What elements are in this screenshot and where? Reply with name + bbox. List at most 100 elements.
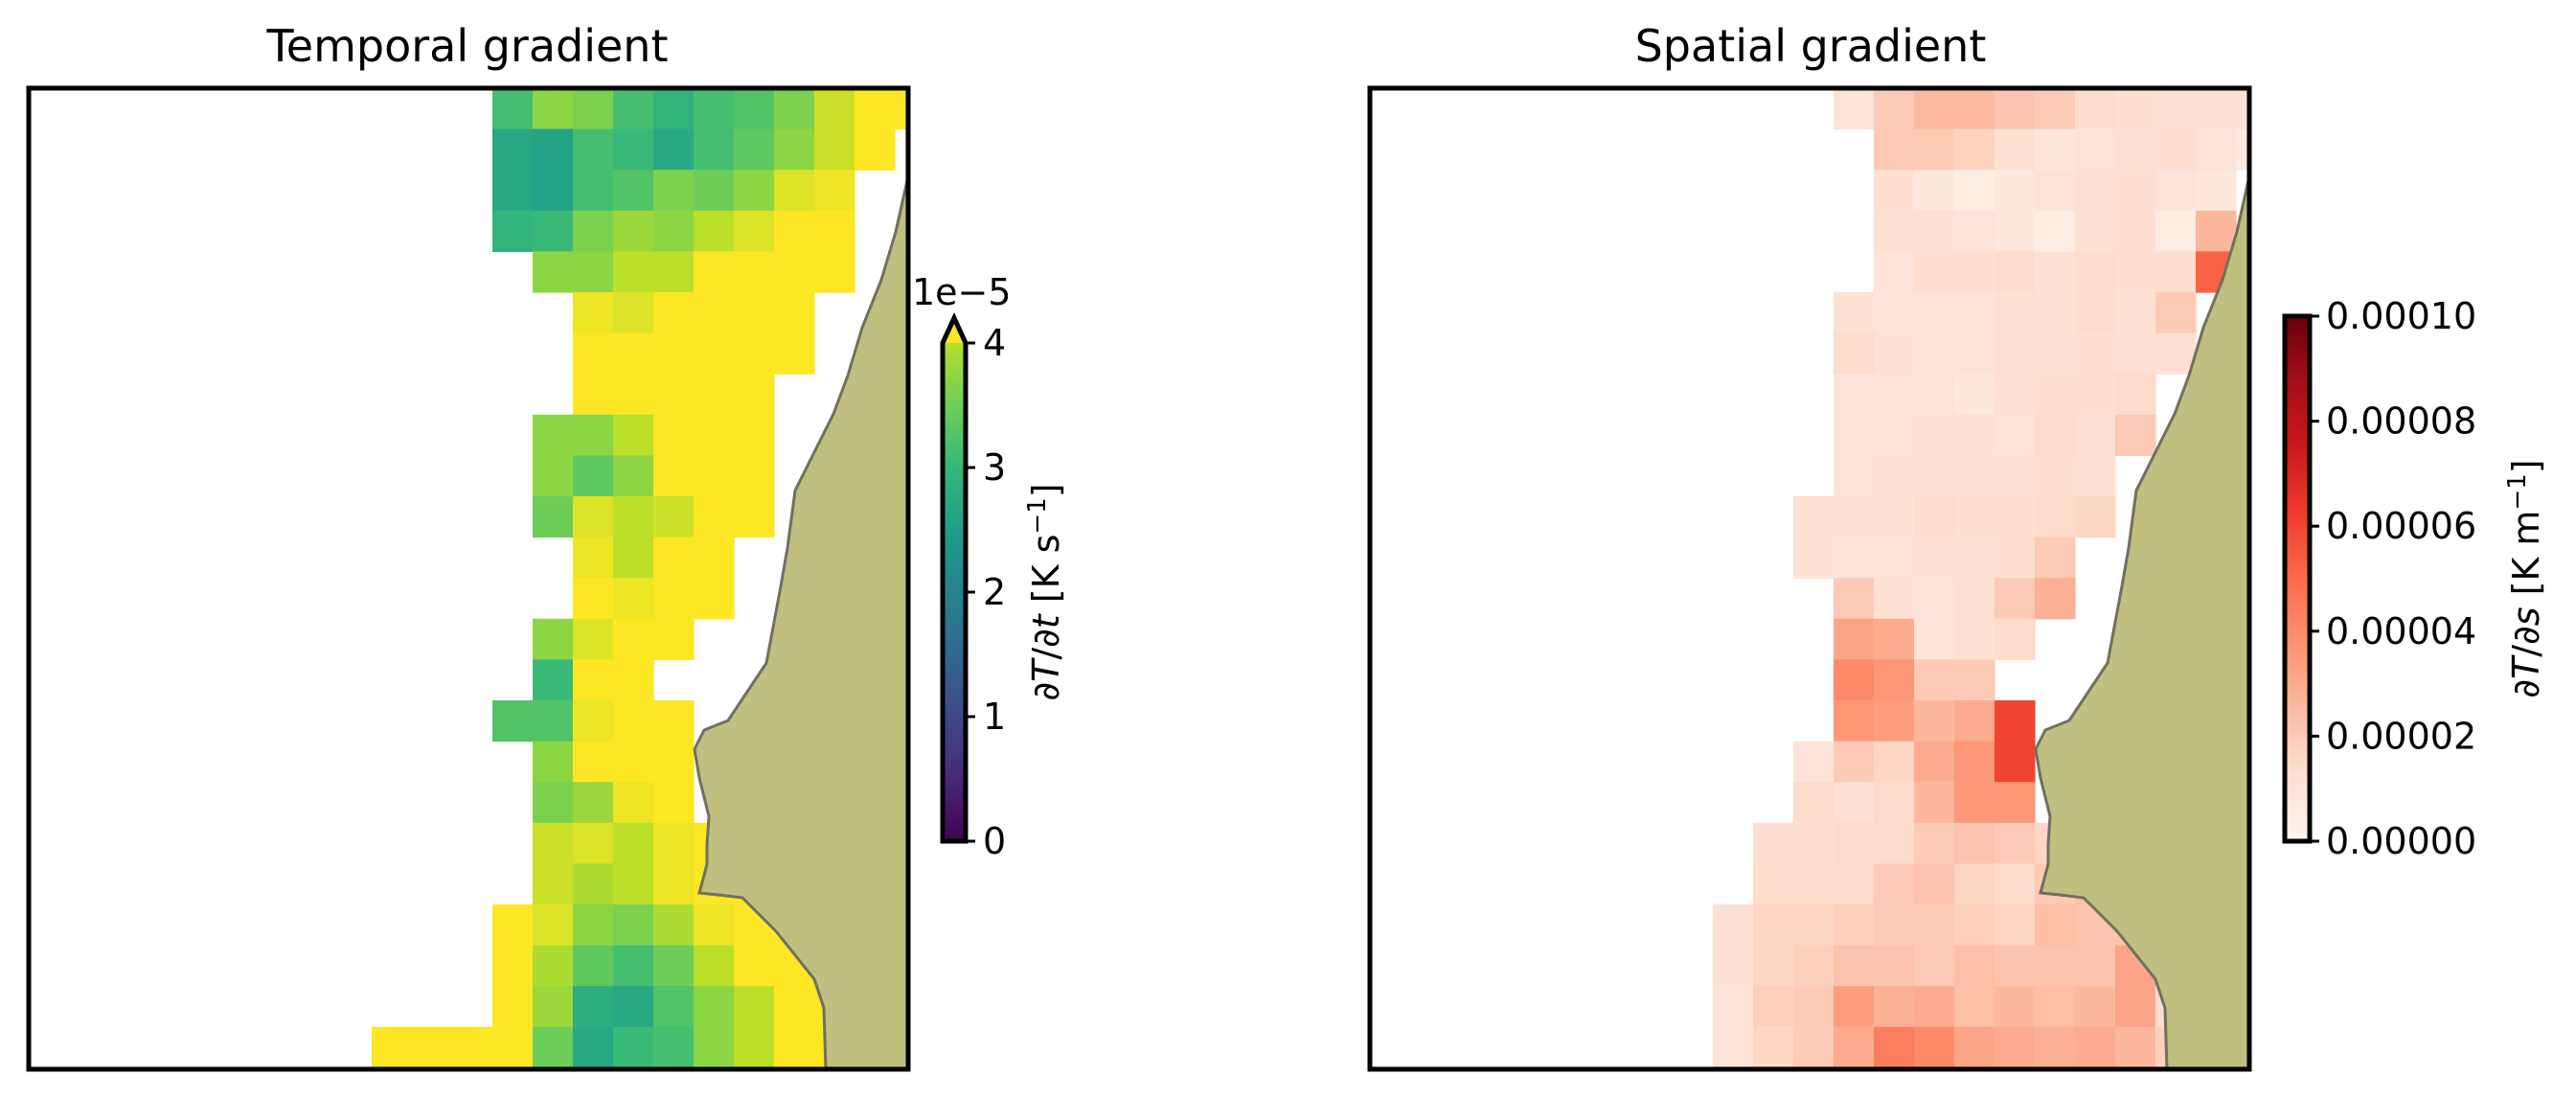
heatmap-cell <box>2035 1026 2076 1068</box>
colorbar-tick-label: 0.00000 <box>2326 820 2476 862</box>
heatmap-cell <box>2115 1067 2156 1069</box>
heatmap-cell <box>533 945 574 987</box>
heatmap-cell <box>492 700 534 743</box>
heatmap-cell <box>533 863 574 905</box>
heatmap-cell <box>653 414 695 456</box>
heatmap-cell <box>1954 210 1995 252</box>
heatmap-cell <box>1954 128 1995 171</box>
heatmap-cell <box>734 455 775 497</box>
heatmap-cell <box>694 904 735 947</box>
heatmap-cell <box>573 741 614 783</box>
heatmap-cell <box>1834 986 1875 1028</box>
heatmap-cell <box>533 1026 574 1068</box>
heatmap-cell <box>492 1026 534 1068</box>
heatmap-cell <box>734 88 775 130</box>
heatmap-cell <box>2035 455 2076 497</box>
heatmap-cell <box>1874 251 1915 293</box>
temporal-colorbar-gradient <box>943 343 966 841</box>
heatmap-cell <box>573 945 614 987</box>
heatmap-cell <box>2075 251 2116 293</box>
heatmap-cell <box>372 1067 413 1069</box>
heatmap-cell <box>2035 945 2076 987</box>
heatmap-cell <box>814 170 855 212</box>
heatmap-cell <box>1995 986 2036 1028</box>
heatmap-cell <box>1632 1067 1674 1069</box>
heatmap-cell <box>1914 782 1955 824</box>
heatmap-cell <box>1914 414 1955 456</box>
heatmap-cell <box>653 537 695 579</box>
temporal-colorbar-offset-text: 1e−5 <box>912 271 1012 313</box>
heatmap-cell <box>1713 904 1754 947</box>
heatmap-cell <box>613 863 654 905</box>
spatial-colorbar-ticks: 0.00000 0.00002 0.00004 0.00006 0.00008 0.000… <box>2310 295 2476 862</box>
heatmap-cell <box>2075 1067 2116 1069</box>
heatmap-cell <box>1834 88 1875 130</box>
heatmap-cell <box>653 863 695 905</box>
colorbar-tick-label: 1 <box>983 696 1006 738</box>
heatmap-cell <box>694 414 735 456</box>
heatmap-cell <box>533 618 574 660</box>
heatmap-cell <box>412 1026 453 1068</box>
heatmap-cell <box>1995 822 2036 864</box>
heatmap-cell <box>734 170 775 212</box>
heatmap-cell <box>613 251 654 293</box>
colorbar-tick-label: 0.00006 <box>2326 505 2476 547</box>
heatmap-cell <box>533 128 574 171</box>
heatmap-cell <box>653 332 695 375</box>
heatmap-cell <box>774 88 815 130</box>
heatmap-cell <box>1995 88 2036 130</box>
heatmap-cell <box>2035 292 2076 334</box>
heatmap-cell <box>2075 292 2116 334</box>
heatmap-cell <box>1954 578 1995 620</box>
heatmap-cell <box>1753 1026 1794 1068</box>
heatmap-cell <box>1793 1067 1835 1069</box>
heatmap-cell <box>2075 210 2116 252</box>
temporal-gradient-frame <box>26 85 911 1072</box>
colorbar-tick-label: 4 <box>983 322 1006 364</box>
heatmap-cell <box>1793 741 1835 783</box>
heatmap-cell <box>774 986 815 1028</box>
heatmap-cell <box>653 741 695 783</box>
heatmap-cell <box>2035 1067 2076 1069</box>
heatmap-cell <box>2075 332 2116 375</box>
heatmap-cell <box>2155 332 2197 375</box>
heatmap-cell <box>855 128 896 171</box>
heatmap-cell <box>1914 88 1955 130</box>
heatmap-cell <box>1834 578 1875 620</box>
heatmap-cell <box>573 332 614 375</box>
heatmap-cell <box>1914 1026 1955 1068</box>
spatial-gradient-cells <box>1632 88 2249 1069</box>
heatmap-cell <box>653 88 695 130</box>
heatmap-cell <box>1995 170 2036 212</box>
temporal-colorbar-outline <box>940 312 969 844</box>
heatmap-cell <box>1914 618 1955 660</box>
heatmap-cell <box>694 374 735 416</box>
heatmap-cell <box>653 986 695 1028</box>
heatmap-cell <box>1834 741 1875 783</box>
heatmap-cell <box>613 496 654 538</box>
heatmap-cell <box>573 170 614 212</box>
colorbar-tick-label: 3 <box>983 446 1006 489</box>
heatmap-cell <box>1874 904 1915 947</box>
heatmap-cell <box>1874 659 1915 701</box>
heatmap-cell <box>1793 1026 1835 1068</box>
heatmap-cell <box>734 986 775 1028</box>
heatmap-cell <box>573 414 614 456</box>
heatmap-cell <box>895 88 908 130</box>
heatmap-cell <box>613 374 654 416</box>
heatmap-cell <box>2075 945 2116 987</box>
heatmap-cell <box>774 128 815 171</box>
heatmap-cell <box>734 210 775 252</box>
heatmap-cell <box>372 1026 413 1068</box>
heatmap-cell <box>533 904 574 947</box>
heatmap-cell <box>573 496 614 538</box>
heatmap-cell <box>1834 332 1875 375</box>
heatmap-cell <box>492 128 534 171</box>
heatmap-cell <box>1874 945 1915 987</box>
heatmap-cell <box>694 1026 735 1068</box>
heatmap-cell <box>653 374 695 416</box>
temporal-gradient-panel: Temporal gradient <box>26 20 911 1072</box>
heatmap-cell <box>573 210 614 252</box>
heatmap-cell <box>1834 414 1875 456</box>
